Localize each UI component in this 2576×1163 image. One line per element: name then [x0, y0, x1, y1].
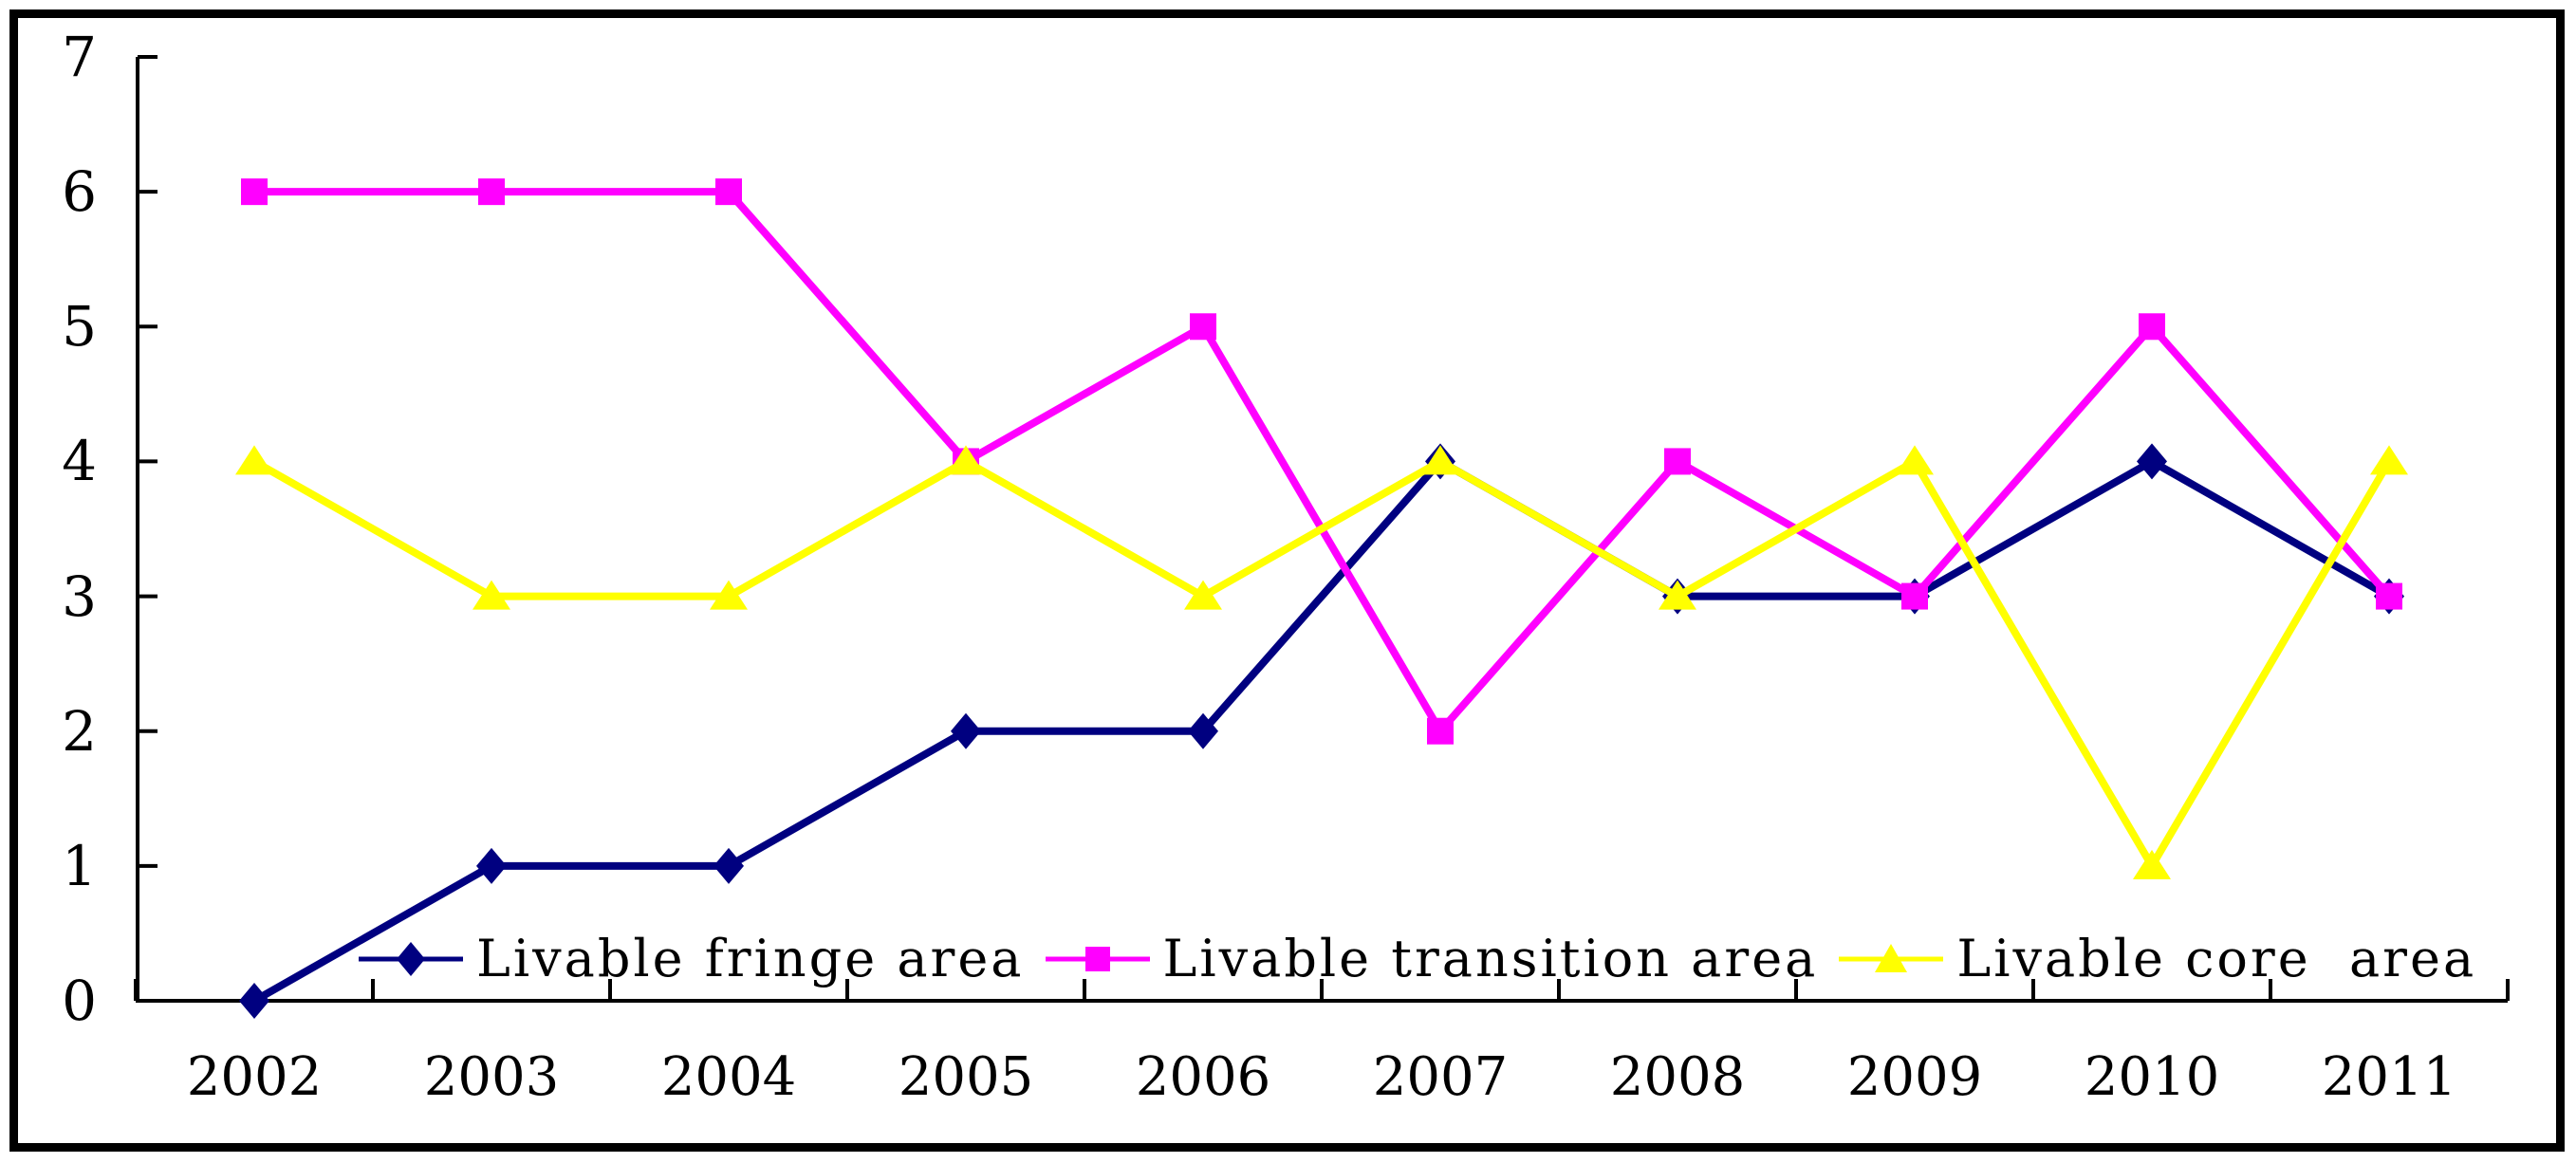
- marker-triangle: [235, 445, 273, 475]
- marker-square: [1664, 448, 1691, 475]
- chart-frame: [9, 9, 2565, 1152]
- marker-triangle: [1421, 445, 1459, 475]
- x-axis-label: 2008: [1609, 1046, 1746, 1108]
- marker-diamond: [476, 847, 507, 884]
- x-axis-label: 2010: [2084, 1046, 2220, 1108]
- legend-marker-diamond-icon: [359, 942, 463, 976]
- marker-square: [2376, 582, 2402, 610]
- marker-triangle: [947, 445, 985, 475]
- y-axis-label: 4: [62, 429, 97, 494]
- marker-triangle: [2370, 445, 2408, 475]
- marker-square: [2139, 313, 2165, 341]
- legend-item: Livable fringe area: [359, 933, 1025, 985]
- marker-triangle: [710, 580, 748, 610]
- marker-square: [1901, 582, 1928, 610]
- marker-triangle: [473, 580, 510, 610]
- marker-triangle: [1896, 445, 1934, 475]
- marker-square: [1190, 313, 1216, 341]
- marker-triangle: [2133, 849, 2171, 879]
- x-axis-label: 2003: [423, 1046, 560, 1108]
- marker-square: [478, 178, 505, 206]
- marker-diamond: [951, 712, 981, 749]
- marker-diamond: [2137, 443, 2167, 480]
- series-line-2: [254, 188, 2393, 738]
- y-axis-label: 3: [62, 563, 97, 629]
- marker-triangle: [1184, 580, 1222, 610]
- y-axis-label: 2: [62, 698, 97, 764]
- legend-label: Livable transition area: [1162, 929, 1819, 988]
- marker-square: [715, 178, 742, 206]
- marker-square: [1427, 717, 1454, 745]
- marker-diamond: [239, 983, 269, 1019]
- x-axis-label: 2005: [898, 1046, 1034, 1108]
- marker-diamond: [713, 847, 744, 884]
- y-axis-label: 6: [62, 159, 97, 225]
- series-line-3: [252, 456, 2393, 874]
- y-axis-label: 5: [62, 294, 97, 360]
- x-axis-label: 2007: [1372, 1046, 1509, 1108]
- x-axis-label: 2009: [1846, 1046, 1983, 1108]
- legend-label: Livable core area: [1956, 929, 2477, 988]
- x-axis-label: 2004: [660, 1046, 797, 1108]
- legend-marker-square-icon: [1045, 947, 1150, 971]
- y-axis-label: 0: [62, 969, 97, 1033]
- legend-item: Livable core area: [1839, 933, 2476, 985]
- legend-label: Livable fringe area: [476, 929, 1025, 988]
- series-line-1: [252, 456, 2391, 1005]
- x-axis-label: 2006: [1135, 1046, 1271, 1108]
- legend-item: Livable transition area: [1045, 929, 1819, 988]
- x-axis-label: 2002: [186, 1046, 323, 1108]
- marker-square: [241, 178, 268, 206]
- y-axis-label: 1: [62, 833, 97, 898]
- marker-triangle: [1659, 580, 1696, 610]
- x-axis-label: 2011: [2321, 1046, 2457, 1108]
- legend: Livable fringe area Livable transition ar…: [359, 933, 2476, 985]
- marker-diamond: [1188, 712, 1218, 749]
- legend-marker-triangle-icon: [1839, 944, 1944, 972]
- y-axis-label: 7: [62, 25, 97, 89]
